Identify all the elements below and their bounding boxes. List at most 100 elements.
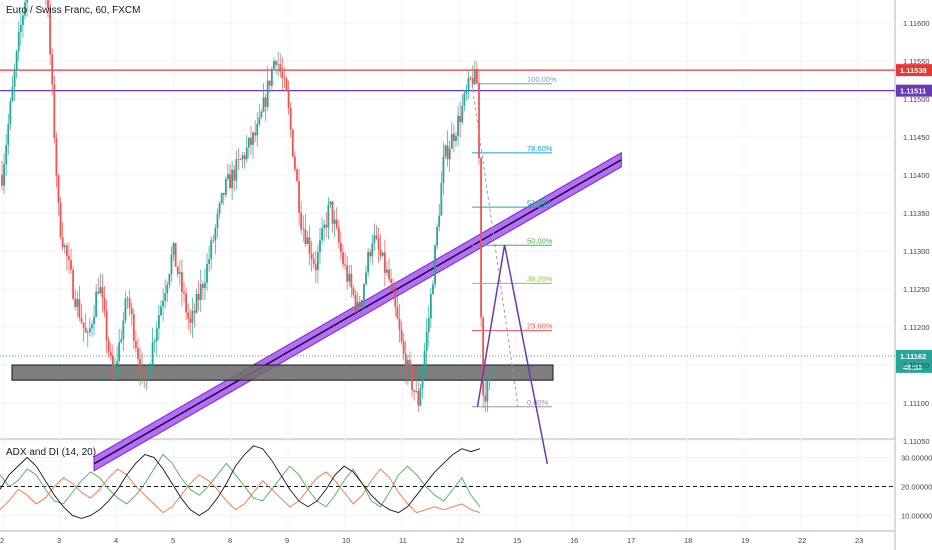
candle-body [114,364,116,376]
candle-body [264,97,267,107]
candle-body [124,298,127,321]
candle-body [26,0,29,3]
candle-body [176,266,179,274]
candle-body [475,69,478,83]
candle-body [185,293,187,313]
candle-body [427,318,430,332]
support-zone[interactable] [11,364,554,381]
candle-body [300,212,303,230]
candle-body [164,293,167,301]
support-zone-rect[interactable] [11,364,554,381]
candle-body [204,282,206,288]
candle-body [268,80,271,86]
candle-body [193,310,196,313]
candle-body [210,240,213,259]
candle-body [325,224,328,228]
candle-body [199,284,202,300]
candle-body [101,287,104,298]
candle-body [187,312,190,319]
candle-body [419,388,422,406]
candle-body [222,192,225,195]
fib-level-label: 78.60% [527,144,553,153]
candle-body [369,252,372,257]
current-price-label: 1.11162 [900,352,926,361]
candle-body [363,284,365,301]
candle-body [411,367,413,391]
candle-body [149,363,152,377]
indicator-tick-label: 20.00000 [901,482,932,491]
candle-body [116,361,118,365]
candle-body [442,156,445,184]
time-tick-label: 22 [798,536,806,545]
horizontal-levels[interactable]: 1.11538 1.11511 1.11162 48:50 [0,64,932,373]
adx-indicator-pane [0,445,895,519]
candle-body [371,243,374,257]
candle-body [15,51,18,71]
candle-body [423,351,426,371]
candle-body [394,291,397,307]
candle-body [224,178,227,195]
candle-body [413,390,416,392]
candle-body [201,284,204,288]
price-tick-label: 1.11400 [903,171,930,180]
candle-body [308,237,311,255]
candle-body [452,133,455,141]
projection-polyline[interactable] [476,244,549,464]
candle-body [379,249,382,256]
fib-level-label: 61.80% [527,198,553,207]
candle-body [206,263,208,283]
projection-path[interactable] [476,244,549,464]
candle-body [291,129,294,157]
candle-body [141,366,144,374]
candle-body [480,158,482,318]
candle-body [346,265,349,282]
fib-level-label: 0.00% [527,398,549,407]
candle-body [436,226,439,246]
candle-body [239,159,242,160]
price-tick-label: 1.11200 [903,323,930,332]
candle-body [375,235,378,239]
candle-body [404,353,407,374]
candle-body [84,327,87,333]
price-tick-label: 1.11350 [903,209,930,218]
candle-body [463,93,466,106]
candle-body [229,174,231,189]
candle-body [241,155,244,160]
candle-body [74,298,77,307]
candle-body [450,133,453,149]
candle-body [406,360,409,374]
candle-body [68,256,70,261]
candle-body [400,329,403,342]
candle-body [122,320,125,340]
candle-body [321,228,323,241]
candle-body [488,372,491,381]
candle-body [88,328,91,333]
candle-body [429,294,432,319]
candle-body [120,339,123,343]
candle-body [377,238,380,250]
candle-body [266,80,269,107]
time-tick-label: 18 [684,536,692,545]
candle-body [189,318,192,323]
candle-body [107,340,110,352]
candle-body [492,366,495,370]
indicator-tick-label: 30.00000 [901,453,932,462]
price-tick-label: 1.11150 [903,361,929,370]
candle-body [118,342,121,362]
indicator-title: ADX and DI (14, 20) [6,447,97,458]
candle-body [425,331,428,352]
candle-body [76,299,79,307]
candle-body [195,293,198,313]
candle-body [145,375,148,377]
candle-body [151,342,154,364]
di-minus-line [0,468,481,514]
candle-body [304,229,307,245]
time-tick-label: 10 [342,536,350,545]
candle-body [461,105,464,123]
price-badge-label: 1.11511 [900,87,926,96]
candle-body [490,369,493,373]
candle-body [415,391,418,392]
candle-body [99,287,102,294]
fibonacci-retracement[interactable]: 100.00% 78.60% 61.80% 50.00% 38.20% 23.60% 0.0… [471,75,557,408]
